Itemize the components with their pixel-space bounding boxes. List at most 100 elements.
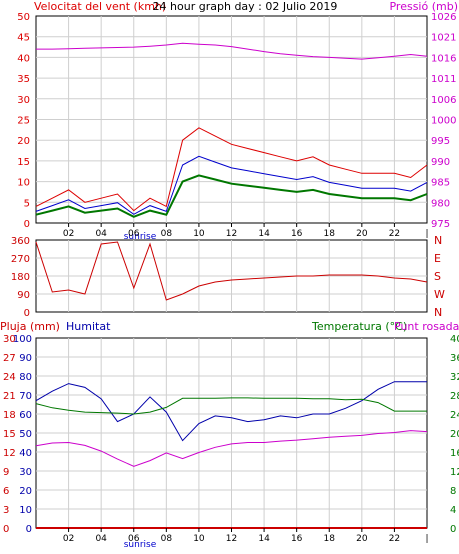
direction-compass-label: E [434, 252, 441, 265]
wind-speed-line [35, 127, 428, 212]
direction-tick-label: 270 [11, 254, 30, 265]
wind-speed-tick-label: 45 [17, 33, 30, 44]
wind-speed-tick-label: 10 [17, 178, 30, 189]
direction-tick-label: 360 [11, 236, 30, 247]
humidity-tick-label: 10 [19, 505, 32, 516]
wind-speed-tick-label: 40 [17, 53, 30, 64]
dew-point-line [35, 430, 428, 467]
pressure-line [36, 42, 428, 60]
temperature-tick-label: 12 [450, 467, 459, 478]
wind-pressure-xtick-end: | [425, 229, 428, 239]
temp-humidity-xtick-label: 06 [128, 534, 140, 544]
temperature-tick-label: 24 [450, 410, 459, 421]
temperature-tick-label: 36 [450, 353, 459, 364]
rain-tick-label: 18 [3, 410, 16, 421]
sunrise-marker-top: sunrise [124, 232, 157, 242]
humidity-tick-label: 90 [19, 353, 32, 364]
pressure-tick-label: 1026 [431, 12, 456, 23]
wind-pressure-xtick-label: 18 [324, 229, 336, 239]
temp-humidity-xtick-label: 18 [324, 534, 336, 544]
humidity-axis-title: Humitat [66, 320, 111, 333]
humidity-tick-label: 40 [19, 448, 32, 459]
pressure-tick-label: 1006 [431, 95, 456, 106]
rain-tick-label: 27 [3, 353, 16, 364]
wind-pressure-xtick-label: 02 [63, 229, 74, 239]
wind-speed-tick-label: 30 [17, 95, 30, 106]
temperature-tick-label: 4 [450, 505, 456, 516]
temperature-tick-label: 40 [450, 334, 459, 345]
wind-pressure-xtick-label: 12 [226, 229, 237, 239]
temp-humidity-xtick-label: 16 [291, 534, 303, 544]
humidity-tick-label: 80 [19, 372, 32, 383]
rain-tick-label: 24 [3, 372, 16, 383]
dew-point-axis-title: Punt rosada [394, 320, 459, 333]
pressure-tick-label: 1016 [431, 53, 456, 64]
chart-title: 24 hour graph day : 02 Julio 2019 [153, 0, 338, 13]
direction-compass-label: S [434, 270, 441, 283]
pressure-tick-label: 1021 [431, 33, 456, 44]
temp-humidity-xtick-end: | [425, 534, 428, 544]
wind-speed-tick-label: 0 [24, 219, 30, 230]
wind-speed-axis-title: Velocitat del vent (kmh) [34, 0, 166, 13]
humidity-tick-label: 50 [19, 429, 32, 440]
pressure-tick-label: 990 [431, 157, 450, 168]
rain-tick-label: 9 [3, 467, 9, 478]
temp-humidity-xtick-label: 20 [356, 534, 368, 544]
pressure-tick-label: 980 [431, 198, 450, 209]
wind-pressure-xtick-label: 04 [95, 229, 107, 239]
humidity-tick-label: 60 [19, 410, 32, 421]
temperature-axis-title: Temperatura (°C) [311, 320, 407, 333]
temperature-tick-label: 16 [450, 448, 459, 459]
wind-pressure-xtick-label: 16 [291, 229, 303, 239]
wind-speed-tick-label: 50 [17, 12, 30, 23]
wind-pressure-xtick-label: 10 [193, 229, 205, 239]
wind-pressure-xtick-label: 14 [258, 229, 270, 239]
temperature-tick-label: 32 [450, 372, 459, 383]
humidity-tick-label: 30 [19, 467, 32, 478]
temp-humidity-xtick-label: 14 [258, 534, 270, 544]
wind-speed-tick-label: 25 [17, 116, 30, 127]
temperature-tick-label: 28 [450, 391, 459, 402]
direction-tick-label: 0 [24, 308, 30, 319]
direction-tick-label: 90 [17, 290, 30, 301]
wind-pressure-xtick-label: 06 [128, 229, 140, 239]
pressure-axis-title: Pressió (mb) [389, 0, 458, 13]
temp-humidity-xtick-label: 22 [389, 534, 400, 544]
direction-compass-label: W [434, 288, 445, 301]
temperature-tick-label: 0 [450, 524, 456, 535]
wind-speed-tick-label: 5 [24, 198, 30, 209]
wind-pressure-xtick-label: 22 [389, 229, 400, 239]
wind-speed-tick-label: 20 [17, 136, 30, 147]
temperature-tick-label: 8 [450, 486, 456, 497]
rain-tick-label: 15 [3, 429, 16, 440]
rain-tick-label: 6 [3, 486, 9, 497]
humidity-tick-label: 70 [19, 391, 32, 402]
temp-humidity-xtick-label: 10 [193, 534, 205, 544]
temp-humidity-xtick-label: 02 [63, 534, 74, 544]
pressure-tick-label: 975 [431, 219, 450, 230]
wind-speed-tick-label: 35 [17, 74, 30, 85]
wind-pressure-xtick-label: 20 [356, 229, 368, 239]
rain-tick-label: 0 [3, 524, 9, 535]
pressure-tick-label: 1011 [431, 74, 456, 85]
humidity-tick-label: 100 [13, 334, 32, 345]
direction-compass-label: N [434, 234, 442, 247]
temperature-tick-label: 20 [450, 429, 459, 440]
pressure-tick-label: 1000 [431, 116, 456, 127]
rain-tick-label: 30 [3, 334, 16, 345]
direction-tick-label: 180 [11, 272, 30, 283]
rain-tick-label: 12 [3, 448, 16, 459]
wind-lull-line [35, 174, 428, 218]
wind-pressure-xtick-label: 08 [161, 229, 173, 239]
sunrise-marker-bottom: sunrise [124, 540, 157, 550]
temp-humidity-xtick-label: 12 [226, 534, 237, 544]
temp-humidity-xtick-label: 04 [95, 534, 107, 544]
wind-speed-tick-label: 15 [17, 157, 30, 168]
humidity-tick-label: 0 [26, 524, 32, 535]
direction-compass-label: N [434, 306, 442, 319]
wind-direction-line [35, 241, 428, 301]
humidity-line [35, 381, 427, 442]
pressure-tick-label: 985 [431, 178, 450, 189]
